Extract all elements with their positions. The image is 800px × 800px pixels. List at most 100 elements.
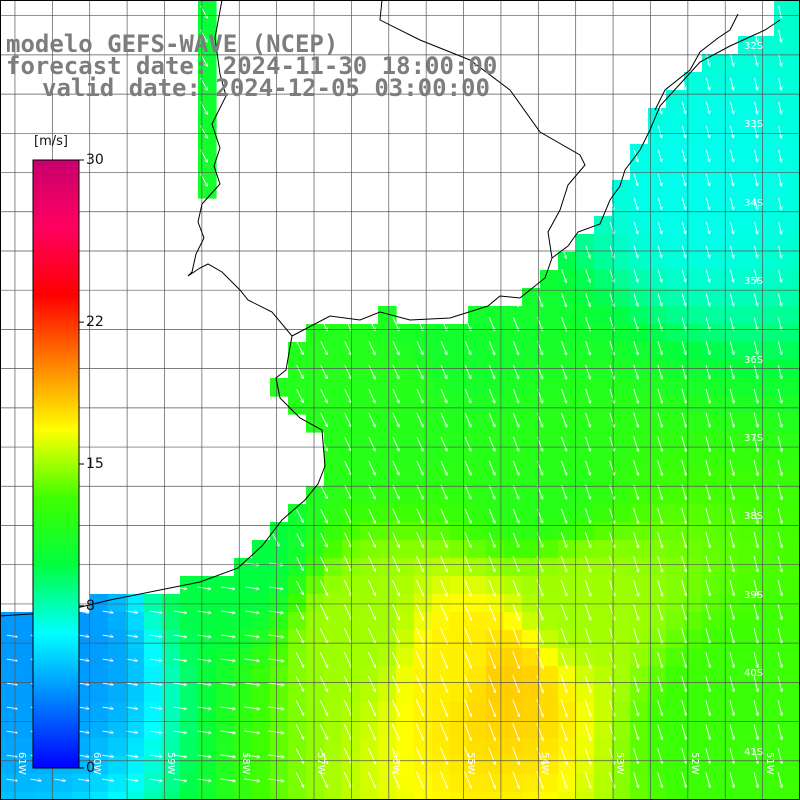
- wind-arrow: [344, 484, 352, 499]
- field-cell: [540, 558, 559, 577]
- wind-arrow: [729, 317, 733, 331]
- field-cell: [720, 126, 739, 145]
- field-cell: [288, 576, 307, 595]
- wind-arrow: [729, 484, 734, 499]
- field-cell: [486, 396, 505, 415]
- field-cell: [612, 576, 631, 595]
- field-cell: [684, 396, 703, 415]
- field-cell: [630, 612, 649, 631]
- field-cell: [702, 558, 721, 577]
- field-cell: [594, 450, 613, 469]
- field-cell: [576, 342, 595, 361]
- wind-arrow: [608, 651, 614, 668]
- field-cell: [648, 522, 667, 541]
- field-cell: [594, 234, 613, 253]
- longitude-label: 59W: [165, 752, 177, 775]
- wind-arrow: [440, 317, 447, 330]
- wind-arrow: [488, 627, 496, 644]
- field-cell: [756, 288, 775, 307]
- wind-arrow: [368, 460, 375, 475]
- field-cell: [774, 270, 793, 289]
- wind-arrow: [754, 101, 758, 114]
- wind-arrow: [173, 682, 186, 685]
- field-cell: [540, 306, 559, 325]
- field-cell: [414, 432, 433, 451]
- field-cell: [594, 216, 613, 235]
- field-cell: [756, 522, 775, 541]
- longitude-label: 55W: [464, 752, 476, 775]
- field-cell: [126, 738, 145, 757]
- field-cell: [0, 684, 19, 703]
- field-cell: [666, 594, 685, 613]
- field-cell: [378, 648, 397, 667]
- wind-arrow: [512, 484, 518, 499]
- field-cell: [162, 666, 181, 685]
- wind-arrow: [344, 412, 352, 427]
- field-cell: [396, 576, 415, 595]
- field-cell: [432, 648, 451, 667]
- field-cell: [756, 648, 775, 667]
- field-cell: [360, 432, 379, 451]
- field-cell: [486, 504, 505, 523]
- wind-arrow: [149, 634, 162, 637]
- field-cell: [324, 522, 343, 541]
- field-cell: [378, 702, 397, 721]
- wind-arrow: [268, 586, 283, 589]
- wind-arrow: [173, 706, 187, 709]
- field-cell: [468, 558, 487, 577]
- field-cell: [360, 450, 379, 469]
- field-cell: [432, 738, 451, 757]
- wind-arrow: [584, 627, 590, 644]
- wind-arrow: [729, 628, 734, 643]
- field-cell: [558, 702, 577, 721]
- field-cell: [198, 594, 217, 613]
- wind-arrow: [560, 675, 567, 692]
- field-cell: [450, 396, 469, 415]
- field-cell: [720, 738, 739, 757]
- field-cell: [18, 774, 37, 793]
- field-cell: [594, 558, 613, 577]
- field-cell: [18, 792, 37, 800]
- wind-arrow: [729, 532, 734, 548]
- field-cell: [252, 738, 271, 757]
- field-cell: [612, 306, 631, 325]
- field-cell: [774, 684, 793, 703]
- field-cell: [756, 108, 775, 127]
- field-cell: [774, 144, 793, 163]
- wind-arrow: [705, 341, 710, 354]
- field-cell: [288, 504, 307, 523]
- wind-arrow: [730, 125, 733, 138]
- field-cell: [666, 396, 685, 415]
- wind-arrow: [344, 340, 352, 355]
- wind-arrow: [777, 676, 782, 691]
- wind-arrow: [705, 77, 709, 90]
- field-cell: [594, 648, 613, 667]
- field-cell: [792, 612, 800, 631]
- field-cell: [180, 666, 199, 685]
- wind-arrow: [753, 317, 757, 331]
- wind-arrow: [609, 460, 615, 476]
- field-cell: [468, 378, 487, 397]
- wind-arrow: [754, 125, 758, 138]
- wind-arrow: [344, 388, 352, 403]
- field-cell: [144, 612, 163, 631]
- field-cell: [414, 468, 433, 487]
- wind-arrow: [705, 388, 710, 403]
- wind-arrow: [6, 635, 17, 637]
- field-cell: [666, 378, 685, 397]
- field-cell: [414, 558, 433, 577]
- field-cell: [666, 288, 685, 307]
- field-cell: [414, 774, 433, 793]
- wind-arrow: [657, 222, 662, 234]
- field-cell: [792, 774, 800, 793]
- field-cell: [306, 684, 325, 703]
- wind-arrow: [681, 412, 686, 428]
- wind-arrow: [392, 436, 399, 451]
- field-cell: [720, 450, 739, 469]
- field-cell: [450, 414, 469, 433]
- field-cell: [72, 792, 91, 800]
- field-cell: [360, 594, 379, 613]
- field-cell: [288, 720, 307, 739]
- field-cell: [396, 540, 415, 559]
- field-cell: [594, 504, 613, 523]
